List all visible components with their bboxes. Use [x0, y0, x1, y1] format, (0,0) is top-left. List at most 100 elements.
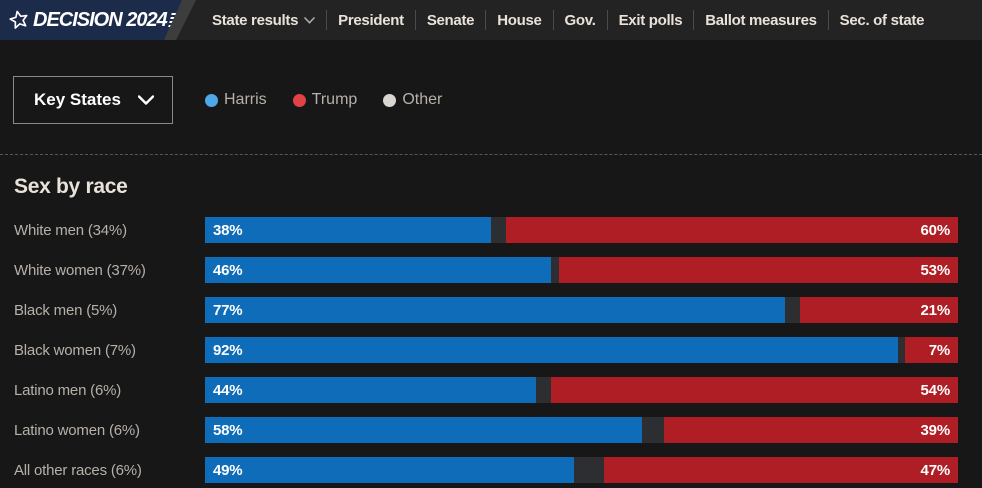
logo-text: DECISION 2024 [33, 8, 167, 31]
harris-bar-segment: 44% [205, 377, 537, 403]
harris-value: 38% [213, 221, 243, 239]
row-label: Black women (7%) [14, 341, 136, 359]
trump-value: 53% [920, 261, 951, 279]
chart-row: White women (37%) 46% 53% [14, 257, 958, 283]
chevron-down-icon [138, 95, 154, 105]
trump-bar-segment: 54% [551, 377, 958, 403]
harris-bar-segment: 92% [205, 337, 898, 363]
nav-item-president[interactable]: President [338, 12, 404, 29]
row-label: Latino women (6%) [14, 421, 140, 439]
nav-item-label: House [497, 11, 542, 29]
bar-chart: White men (34%) 38% 60% White women (37%) 46… [14, 217, 958, 483]
legend-label: Trump [311, 91, 358, 108]
legend-dot-icon [292, 93, 306, 107]
other-bar-segment [491, 217, 507, 243]
bar-track: 38% 60% [205, 217, 958, 243]
harris-value: 58% [213, 421, 243, 439]
nav-items: State results President Senate House Gov. Exi… [212, 10, 924, 30]
nav-item-sec-of-state[interactable]: Sec. of state [839, 11, 925, 29]
trump-value: 60% [920, 221, 951, 239]
trump-bar-segment: 53% [558, 257, 958, 283]
nav-separator [326, 10, 328, 30]
trump-bar-segment: 7% [905, 337, 958, 363]
other-bar-segment [536, 377, 552, 403]
other-bar-segment [641, 417, 665, 443]
star-icon [6, 7, 32, 33]
trump-bar-segment: 47% [604, 457, 958, 483]
nav-item-state-results[interactable]: State results [212, 12, 315, 29]
chart-legend: Harris Trump Other [205, 91, 468, 109]
trump-bar-segment: 60% [506, 217, 958, 243]
other-bar-segment [784, 297, 800, 323]
legend-label: Harris [224, 91, 267, 108]
harris-bar-segment: 38% [205, 217, 492, 243]
chevron-down-icon [304, 16, 315, 24]
legend-dot-icon [205, 93, 218, 107]
decision-2024-logo[interactable]: DECISION 2024 [0, 0, 200, 40]
legend-item-other: Other [383, 91, 442, 109]
top-nav-bar: DECISION 2024 State results President Sena… [0, 0, 982, 40]
bar-track: 77% 21% [205, 297, 958, 323]
nav-item-senate[interactable]: Senate [426, 11, 475, 29]
key-states-label: Key States [34, 90, 121, 109]
chart-row: All other races (6%) 49% 47% [14, 457, 958, 483]
nav-item-label: Sec. of state [839, 11, 925, 29]
bar-track: 58% 39% [205, 417, 958, 443]
harris-bar-segment: 46% [205, 257, 552, 283]
nav-item-house[interactable]: House [497, 11, 542, 29]
harris-value: 92% [213, 341, 243, 359]
harris-bar-segment: 49% [205, 457, 574, 483]
bar-track: 46% 53% [205, 257, 958, 283]
nav-item-exit-polls[interactable]: Exit polls [619, 12, 683, 29]
row-label: Latino men (6%) [14, 381, 122, 399]
harris-value: 77% [213, 301, 243, 319]
exit-poll-section: Sex by race White men (34%) 38% 60% White w… [0, 155, 982, 483]
other-bar-segment [897, 337, 906, 363]
trump-value: 7% [928, 341, 950, 359]
harris-value: 44% [213, 381, 243, 399]
chart-row: Latino women (6%) 58% 39% [14, 417, 958, 443]
nav-item-ballot-measures[interactable]: Ballot measures [705, 11, 817, 29]
other-bar-segment [573, 457, 605, 483]
bar-track: 44% 54% [205, 377, 958, 403]
section-title: Sex by race [14, 175, 128, 198]
chart-row: Black women (7%) 92% 7% [14, 337, 958, 363]
legend-item-harris: Harris [205, 91, 267, 109]
row-label: White women (37%) [14, 261, 146, 279]
nav-item-label: Senate [426, 11, 475, 29]
trump-value: 21% [920, 301, 951, 319]
harris-bar-segment: 58% [205, 417, 642, 443]
controls-row: Key States Harris Trump Other [0, 40, 982, 128]
bar-track: 49% 47% [205, 457, 958, 483]
chart-row: Latino men (6%) 44% 54% [14, 377, 958, 403]
key-states-dropdown[interactable]: Key States [13, 76, 173, 124]
trump-bar-segment: 39% [664, 417, 958, 443]
other-bar-segment [551, 257, 559, 283]
nav-separator [414, 10, 416, 30]
nav-separator [552, 10, 554, 30]
legend-item-trump: Trump [292, 91, 358, 109]
nav-separator [485, 10, 487, 30]
row-label: All other races (6%) [14, 461, 142, 479]
bar-track: 92% 7% [205, 337, 958, 363]
legend-label: Other [402, 91, 443, 108]
chart-row: Black men (5%) 77% 21% [14, 297, 958, 323]
dashed-divider [0, 154, 982, 155]
row-label: Black men (5%) [14, 301, 118, 319]
legend-dot-icon [383, 93, 397, 107]
chart-row: White men (34%) 38% 60% [14, 217, 958, 243]
trump-value: 47% [920, 461, 951, 479]
nav-item-label: Ballot measures [705, 11, 817, 29]
trump-bar-segment: 21% [799, 297, 958, 323]
nav-item-label: President [338, 11, 404, 29]
nav-separator [827, 10, 829, 30]
nav-separator [606, 10, 608, 30]
nav-separator [693, 10, 695, 30]
nav-item-gov-[interactable]: Gov. [565, 12, 596, 29]
trump-value: 54% [920, 381, 951, 399]
harris-bar-segment: 77% [205, 297, 785, 323]
row-label: White men (34%) [14, 221, 127, 239]
logo-plate: DECISION 2024 [0, 0, 182, 40]
nav-item-label: Exit polls [618, 11, 683, 29]
harris-value: 46% [213, 261, 243, 279]
